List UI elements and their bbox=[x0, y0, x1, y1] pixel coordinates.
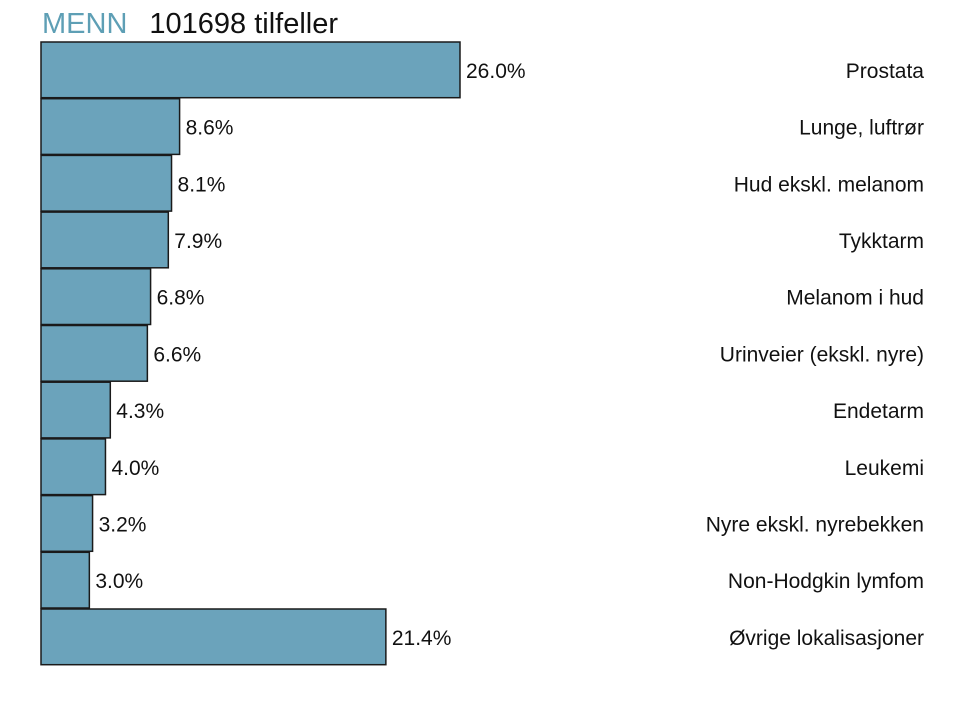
category-label-6: Endetarm bbox=[833, 400, 924, 423]
category-label-5: Urinveier (ekskl. nyre) bbox=[720, 343, 924, 366]
bar-9 bbox=[40, 551, 91, 609]
category-label-1: Lunge, luftrør bbox=[799, 117, 924, 140]
bar-10 bbox=[40, 608, 387, 666]
category-label-10: Øvrige lokalisasjoner bbox=[729, 627, 924, 650]
category-label-3: Tykktarm bbox=[839, 230, 924, 253]
category-label-0: Prostata bbox=[846, 60, 925, 83]
category-label-9: Non-Hodgkin lymfom bbox=[728, 570, 924, 593]
bar-4 bbox=[40, 268, 152, 326]
bar-5 bbox=[40, 324, 149, 382]
value-label-9: 3.0% bbox=[95, 570, 143, 593]
case-count: 101698 tilfeller bbox=[149, 8, 339, 40]
value-label-7: 4.0% bbox=[111, 457, 159, 480]
chart-title: MENN 101698 tilfeller bbox=[42, 6, 338, 42]
category-label-8: Nyre ekskl. nyrebekken bbox=[706, 513, 924, 536]
bar-3 bbox=[40, 211, 170, 269]
value-label-0: 26.0% bbox=[466, 60, 526, 83]
bar-7 bbox=[40, 438, 107, 496]
bar-6 bbox=[40, 381, 112, 439]
value-label-5: 6.6% bbox=[153, 343, 201, 366]
category-label-2: Hud ekskl. melanom bbox=[734, 173, 924, 196]
value-label-8: 3.2% bbox=[99, 513, 147, 536]
value-label-1: 8.6% bbox=[186, 117, 234, 140]
value-label-10: 21.4% bbox=[392, 627, 452, 650]
bar-2 bbox=[40, 154, 173, 212]
value-label-3: 7.9% bbox=[174, 230, 222, 253]
bar-8 bbox=[40, 494, 94, 553]
bar-0 bbox=[40, 41, 461, 99]
value-label-2: 8.1% bbox=[178, 173, 226, 196]
category-label-7: Leukemi bbox=[845, 457, 924, 480]
bar-1 bbox=[40, 97, 181, 156]
group-label: MENN bbox=[42, 8, 128, 40]
value-label-6: 4.3% bbox=[116, 400, 164, 423]
category-label-4: Melanom i hud bbox=[786, 287, 924, 310]
value-label-4: 6.8% bbox=[157, 287, 205, 310]
